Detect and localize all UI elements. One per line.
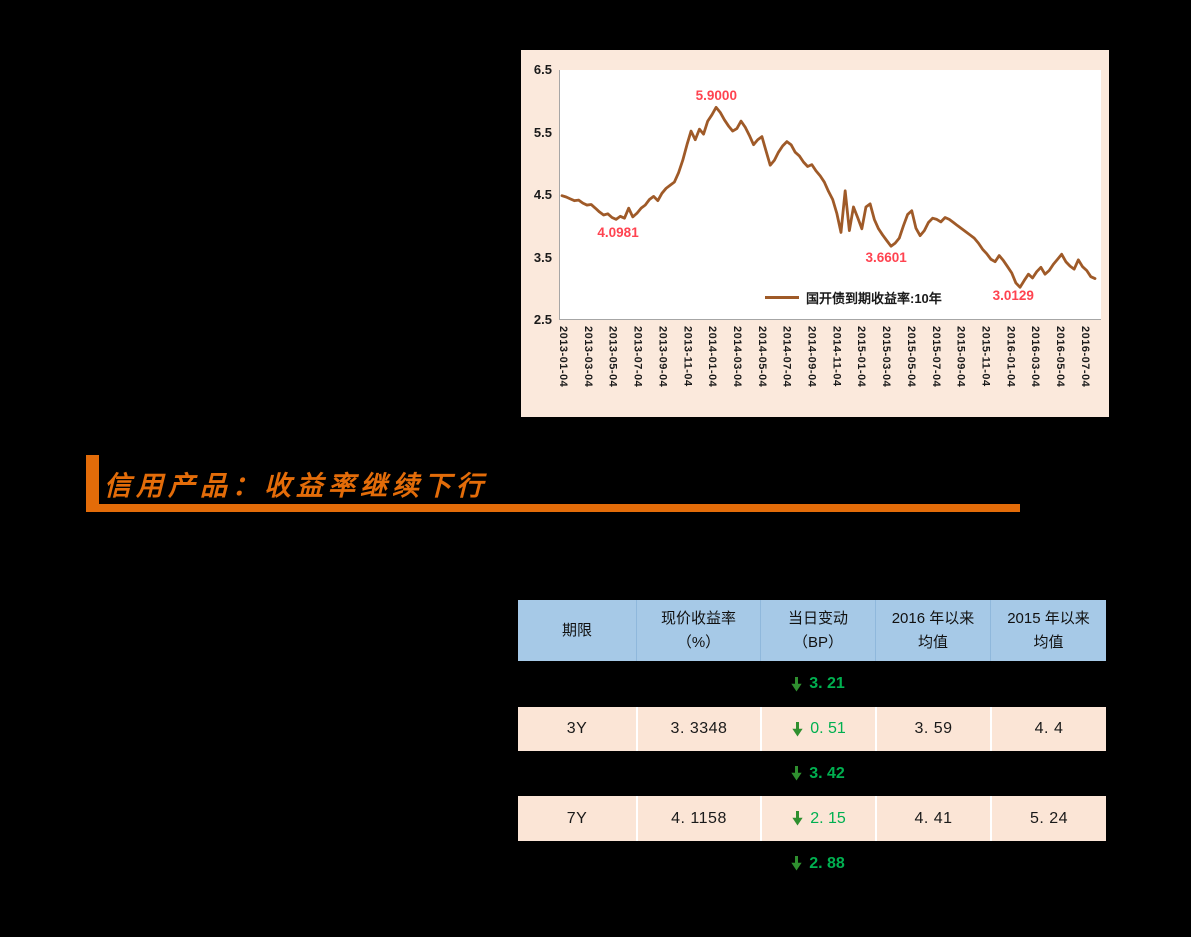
table-row: 3. 21 [518, 661, 1106, 707]
yield-table: 期限 现价收益率 （%） 当日变动 （BP） 2016 年以来 均值 2015 年以来 均值 3.… [518, 600, 1106, 886]
table-cell-avg2016 [875, 751, 990, 796]
y-axis-tick-label: 4.5 [533, 187, 552, 202]
chart-annotation: 3.6601 [865, 249, 907, 265]
x-axis-tick-label: 2016-01-04 [1004, 326, 1017, 388]
table-header-cell: 2015 年以来 均值 [990, 600, 1106, 661]
table-cell-avg2015 [990, 751, 1106, 796]
table-cell-avg2015: 5. 24 [990, 796, 1106, 841]
table-header-row: 期限 现价收益率 （%） 当日变动 （BP） 2016 年以来 均值 2015 年以来 均值 [518, 600, 1106, 661]
table-row: 7Y 4. 1158 2. 15 4. 41 5. 24 [518, 796, 1106, 841]
table-cell-price [636, 661, 760, 707]
table-cell-avg2015 [990, 841, 1106, 886]
x-axis-tick-label: 2013-03-04 [581, 326, 594, 388]
avg2016-value: 4. 41 [914, 809, 953, 827]
table-header-cell: 现价收益率 （%） [636, 600, 760, 661]
down-arrow-icon [791, 721, 804, 737]
table-row: 3. 42 [518, 751, 1106, 796]
term-value: 3Y [566, 720, 588, 737]
table-cell-avg2016: 4. 41 [875, 796, 990, 841]
legend-label: 国开债到期收益率:10年 [806, 291, 942, 306]
table-cell-avg2016: 3. 59 [875, 707, 990, 751]
avg2015-value: 5. 24 [1029, 809, 1069, 827]
avg2016-value: 3. 59 [914, 720, 953, 737]
x-axis-tick-label: 2013-05-04 [606, 326, 619, 388]
chart-annotation: 5.9000 [695, 88, 737, 104]
table-header-cell: 2016 年以来 均值 [875, 600, 990, 661]
change-value: 0. 51 [810, 720, 846, 737]
y-axis-tick-label: 2.5 [533, 312, 552, 327]
table-header-cell: 期限 [561, 621, 592, 639]
price-value: 4. 1158 [671, 809, 727, 827]
table-cell-term: 3Y [518, 707, 636, 751]
x-axis-tick-label: 2013-01-04 [557, 326, 569, 388]
section-title: 信用产品：收益率继续下行 [104, 471, 488, 502]
table-cell-avg2016 [875, 841, 990, 886]
x-axis-tick-label: 2013-11-04 [681, 326, 694, 387]
change-value: 3. 21 [809, 675, 845, 692]
x-axis-tick-label: 2014-11-04 [830, 326, 843, 387]
heading-underline [86, 504, 1020, 512]
price-value: 3. 3348 [670, 720, 728, 737]
down-arrow-icon [791, 811, 804, 826]
table-cell-term [518, 751, 636, 796]
x-axis-tick-label: 2014-03-04 [730, 326, 743, 388]
x-axis-tick-label: 2013-09-04 [656, 326, 669, 388]
chart-legend: 国开债到期收益率:10年 [765, 288, 942, 307]
table-cell-change: 3. 21 [760, 661, 875, 707]
table-cell-change: 2. 88 [760, 841, 875, 886]
table-cell-price [636, 751, 760, 796]
x-axis-tick-label: 2015-01-04 [855, 326, 868, 388]
change-value: 2. 15 [810, 809, 846, 827]
down-arrow-icon [790, 856, 803, 871]
avg2015-value: 4. 4 [1034, 720, 1064, 737]
x-axis-tick-label: 2016-05-04 [1054, 326, 1066, 388]
x-axis-tick-label: 2015-05-04 [904, 326, 917, 388]
x-axis-tick-label: 2015-11-04 [979, 326, 992, 387]
table-cell-price: 3. 3348 [636, 707, 760, 751]
down-arrow-icon [790, 676, 803, 692]
chart-annotation: 4.0981 [597, 224, 639, 240]
legend-line-swatch [765, 296, 799, 299]
x-axis-tick-label: 2013-07-04 [631, 326, 644, 388]
table-cell-change: 0. 51 [760, 707, 875, 751]
table-cell-term: 7Y [518, 796, 636, 841]
x-axis-tick-label: 2014-07-04 [780, 326, 793, 388]
y-axis-tick-label: 5.5 [533, 124, 552, 140]
x-axis-tick-label: 2015-07-04 [929, 326, 942, 388]
table-cell-avg2015 [990, 661, 1106, 707]
x-axis-tick-label: 2015-03-04 [880, 326, 893, 388]
table-header-cell: 当日变动 （BP） [760, 600, 875, 661]
table-cell-change: 2. 15 [760, 796, 875, 841]
x-axis-tick-label: 2016-07-04 [1078, 326, 1091, 388]
table-cell-term [518, 661, 636, 707]
table-cell-avg2016 [875, 661, 990, 707]
x-axis-tick-label: 2015-09-04 [954, 326, 967, 388]
x-axis-tick-label: 2014-01-04 [706, 326, 719, 388]
table-cell-change: 3. 42 [760, 751, 875, 796]
change-value: 2. 88 [809, 854, 845, 872]
y-axis-tick-label: 6.5 [533, 62, 552, 77]
term-value: 7Y [566, 809, 588, 827]
x-axis-tick-label: 2016-03-04 [1029, 326, 1042, 388]
change-value: 3. 42 [809, 764, 845, 782]
table-cell-price: 4. 1158 [636, 796, 760, 841]
x-axis-tick-label: 2014-09-04 [805, 326, 818, 388]
x-axis-tick-label: 2014-05-04 [755, 326, 768, 388]
chart-annotation: 3.0129 [992, 288, 1034, 304]
table-cell-avg2015: 4. 4 [990, 707, 1106, 751]
heading-accent-bar [86, 455, 99, 512]
table-row: 2. 88 [518, 841, 1106, 886]
table-row: 3Y 3. 3348 0. 51 3. 59 4. 4 [518, 707, 1106, 751]
yield-chart: 国开债到期收益率:10年 5.9000 4.0981 3.6601 3.0129 6.… [521, 50, 1109, 417]
table-cell-price [636, 841, 760, 886]
down-arrow-icon [790, 766, 803, 781]
chart-plot-area: 国开债到期收益率:10年 5.9000 4.0981 3.6601 3.0129 [559, 70, 1101, 320]
table-cell-term [518, 841, 636, 886]
yield-line-series [560, 105, 1097, 289]
y-axis-tick-label: 3.5 [533, 249, 552, 265]
